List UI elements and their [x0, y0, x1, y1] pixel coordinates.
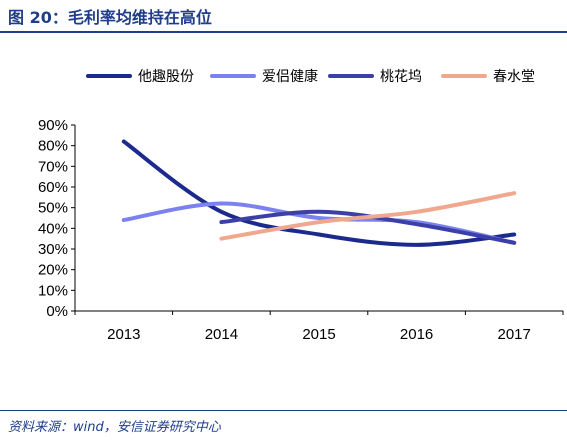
y-tick-label: 30% — [38, 241, 68, 258]
y-tick-label: 90% — [38, 117, 68, 134]
x-tick-label: 2013 — [107, 326, 140, 343]
y-tick-label: 50% — [38, 200, 68, 217]
y-tick-label: 60% — [38, 179, 68, 196]
series-line-2 — [121, 201, 517, 245]
y-tick-label: 70% — [38, 158, 68, 175]
y-tick-label: 10% — [38, 282, 68, 299]
x-tick-label: 2014 — [205, 326, 238, 343]
axes: 0% 10% 20% 30% 40% 50% 60% 70% 80% 90% 2013 2014 201… — [38, 117, 564, 343]
margin-chart: 他趣股份 爱侣健康 桃花坞 春水堂 0% 10% 20% 30% 40% 50% 60% 70% 80… — [38, 68, 564, 343]
legend-label-4: 春水堂 — [493, 69, 535, 85]
source-note: 资料来源：wind，安信证券研究中心 — [8, 420, 221, 435]
legend-label-3: 桃花坞 — [380, 69, 422, 85]
legend: 他趣股份 爱侣健康 桃花坞 春水堂 — [86, 68, 535, 85]
legend-label-2: 爱侣健康 — [262, 68, 318, 85]
series-line-4 — [219, 191, 517, 241]
x-tick-label: 2017 — [498, 326, 531, 343]
y-tick-label: 40% — [38, 220, 68, 237]
y-tick-label: 80% — [38, 138, 68, 155]
figure-title: 图 20：毛利率均维持在高位 — [8, 8, 212, 27]
footer-divider — [0, 410, 567, 411]
x-tick-label: 2016 — [400, 326, 433, 343]
series-line-1 — [121, 139, 517, 247]
series-lines — [121, 139, 517, 247]
y-tick-label: 20% — [38, 262, 68, 279]
legend-label-1: 他趣股份 — [138, 69, 194, 85]
y-tick-label: 0% — [46, 303, 68, 320]
x-tick-label: 2015 — [302, 326, 335, 343]
title-divider — [0, 31, 567, 33]
